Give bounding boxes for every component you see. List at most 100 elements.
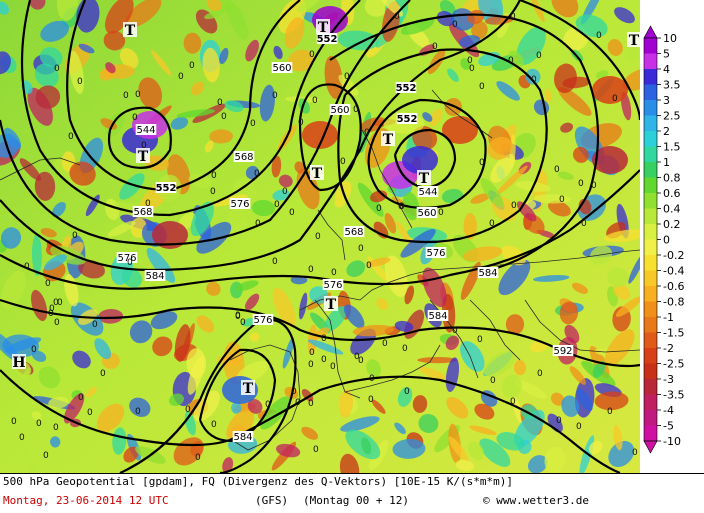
pressure-markers: T T T T T T T T T H [12, 19, 640, 397]
field-cell [174, 324, 191, 362]
field-cell [63, 393, 85, 424]
zero-label: 0 [210, 187, 216, 197]
field-cell [569, 366, 586, 385]
zero-label: 0 [235, 311, 241, 321]
zero-label: 0 [308, 265, 314, 275]
field-cell [202, 47, 220, 83]
zero-label: 0 [366, 261, 372, 271]
field-cell [339, 453, 360, 473]
field-cell [38, 366, 61, 389]
zero-label: 0 [402, 344, 408, 354]
low-marker-bg [310, 165, 324, 180]
field-cell [204, 9, 226, 20]
zero-label: 0 [376, 204, 382, 214]
field-cell [505, 314, 525, 335]
legend-tick-label: -0.6 [663, 280, 684, 293]
zero-label: 0 [432, 42, 438, 52]
legend-color-band [644, 53, 657, 70]
zero-label: 0 [240, 318, 246, 328]
zero-label: 0 [309, 348, 315, 358]
legend-tick-label: -2.5 [663, 358, 684, 371]
zero-label: 0 [477, 335, 483, 345]
field-cell [514, 409, 545, 448]
field-cell [392, 438, 426, 459]
zero-label: 0 [479, 158, 485, 168]
legend-tick-label: 10 [663, 32, 677, 45]
field-cell [498, 259, 531, 296]
field-cell [107, 220, 136, 237]
zero-label: 0 [178, 72, 184, 82]
field-cell [69, 161, 96, 186]
legend-color-band [644, 146, 657, 163]
field-cell [119, 173, 145, 200]
field-cell [616, 203, 629, 239]
zero-label: 0 [45, 279, 51, 289]
field-cell [460, 261, 481, 301]
field-cell [340, 416, 380, 432]
zero-label: 0 [467, 56, 473, 66]
zero-label: 0 [235, 312, 241, 322]
zero-label: 0 [92, 320, 98, 330]
zero-label: 0 [330, 362, 336, 372]
legend-tick-label: -2 [663, 342, 674, 355]
field-cell [176, 109, 216, 118]
zero-label: 0 [195, 453, 201, 463]
field-cell [460, 58, 471, 70]
field-cell [607, 267, 629, 288]
legend-tick-label: 1.5 [663, 141, 681, 154]
field-cell [613, 425, 623, 451]
field-cell [607, 39, 623, 56]
field-cell [31, 350, 47, 362]
zero-label: 0 [399, 202, 405, 212]
field-core [442, 116, 478, 144]
field-cell [428, 108, 443, 127]
field-cell [361, 437, 372, 455]
field-cell [44, 254, 67, 271]
contour-labels: 544 544 552 552 552 552 560 560 560 568 568 568 576 5… [116, 33, 574, 443]
field-cell [487, 136, 513, 160]
zero-label: 0 [68, 132, 74, 142]
legend-color-band [644, 100, 657, 116]
field-cell [226, 207, 248, 237]
field-cell [559, 301, 579, 325]
field-cell [48, 396, 69, 409]
zero-label: 0 [315, 232, 321, 242]
zero-label: 0 [510, 397, 516, 407]
zero-label: 0 [309, 50, 315, 60]
field-cell [72, 350, 91, 369]
contour-label: 592 [553, 346, 572, 357]
contour-label-bg [229, 198, 251, 209]
zero-label: 0 [537, 369, 543, 379]
field-cell [384, 255, 408, 297]
field-cell [245, 39, 259, 62]
legend-tick-label: 0 [663, 234, 670, 247]
field-cell [375, 0, 403, 17]
field-cell [294, 161, 305, 174]
contour-label-bg [427, 310, 449, 321]
legend-tick-label: -5 [663, 420, 674, 433]
field-cell [396, 221, 412, 246]
field-cell [576, 388, 593, 411]
contour-label-bg [552, 345, 574, 356]
zero-label: 0 [469, 64, 475, 74]
field-cell [150, 311, 178, 330]
field-cell [278, 174, 293, 188]
zero-label: 0 [48, 309, 54, 319]
field-cell [447, 68, 459, 82]
zero-label: 0 [100, 369, 106, 379]
field-cell [622, 67, 640, 91]
contour-label-bg [395, 82, 417, 93]
field-cell [272, 189, 290, 201]
zero-label: 0 [54, 318, 60, 328]
legend-bottom-arrow [643, 440, 658, 454]
field-cell [603, 229, 640, 243]
field-cell [31, 289, 48, 322]
zero-label: 0 [217, 98, 223, 108]
contour-label-bg [416, 207, 438, 218]
contour-label-bg [477, 267, 499, 278]
contour-label-bg [417, 186, 439, 197]
field-cell [31, 234, 42, 276]
field-cell [496, 81, 520, 101]
zero-label: 0 [490, 376, 496, 386]
field-cell [273, 45, 283, 60]
